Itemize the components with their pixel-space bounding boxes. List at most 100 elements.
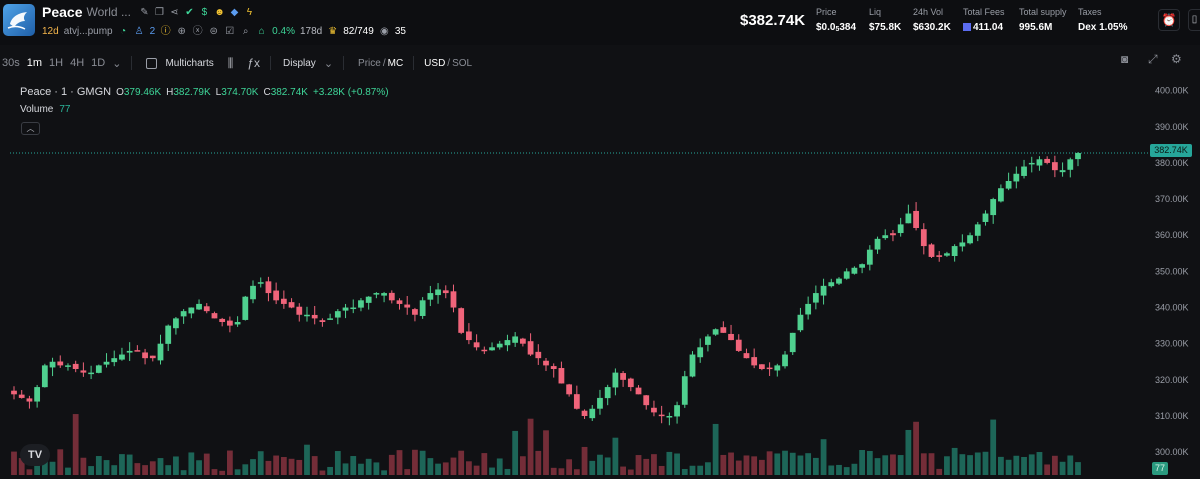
- holders-count: 2: [149, 25, 156, 37]
- stat-liquidity-value: $75.8K: [869, 22, 902, 33]
- volume-bar: [1059, 461, 1066, 475]
- top10-percent: 0.4%: [272, 25, 295, 37]
- candle-body: [95, 365, 102, 373]
- contract-address[interactable]: atvj...pump: [63, 25, 113, 37]
- candle-body: [435, 289, 441, 296]
- volume-bar: [890, 454, 896, 475]
- volume-bar: [774, 453, 781, 475]
- settings-icon[interactable]: ⚙: [1171, 52, 1182, 66]
- candle-body: [743, 353, 750, 359]
- expand-panel-icon[interactable]: ▯: [1188, 9, 1200, 31]
- candle-body: [327, 318, 334, 320]
- volume-bar: [396, 450, 403, 475]
- volume-bar: [504, 468, 511, 475]
- volume-bar: [26, 469, 33, 475]
- display-dropdown-icon[interactable]: ⌄: [323, 57, 334, 70]
- candle-body: [558, 368, 565, 384]
- candle-body: [751, 357, 758, 366]
- volume-bar: [782, 450, 788, 475]
- volume-bar: [165, 465, 172, 475]
- usd-toggle[interactable]: USD: [424, 57, 446, 69]
- telegram-icon[interactable]: ⊜: [209, 25, 218, 37]
- volume-bar: [959, 454, 966, 475]
- volume-bar: [203, 453, 210, 475]
- watchers-count: 35: [394, 25, 406, 37]
- candle-body: [1021, 166, 1027, 176]
- volume-bar: [874, 458, 881, 475]
- candle-body: [635, 387, 642, 395]
- mc-toggle[interactable]: MC: [387, 57, 404, 69]
- candle-body: [658, 414, 665, 417]
- interval-4h[interactable]: 4H: [70, 57, 85, 69]
- token-logo[interactable]: [3, 4, 35, 36]
- candle-body: [396, 300, 403, 304]
- candle-body: [550, 366, 557, 369]
- volume-bar: [435, 463, 441, 475]
- twitter-icon[interactable]: ⓧ: [192, 25, 203, 37]
- stat-price: Price $0.05384: [816, 7, 856, 33]
- copy-icon[interactable]: ❐: [154, 6, 164, 18]
- volume-legend: Volume 77: [20, 104, 70, 115]
- candle-body: [466, 331, 472, 341]
- sol-toggle[interactable]: SOL: [452, 57, 473, 69]
- kol-count: 82/749: [343, 25, 374, 37]
- interval-1m[interactable]: 1m: [26, 57, 43, 69]
- tradingview-logo[interactable]: TV: [20, 444, 50, 466]
- alert-icon: ⓘ: [160, 25, 171, 37]
- interval-1h[interactable]: 1H: [49, 57, 64, 69]
- volume-bar: [481, 453, 488, 475]
- interval-1d[interactable]: 1D: [91, 57, 106, 69]
- candle-body: [57, 361, 64, 366]
- volume-bar: [913, 421, 919, 475]
- volume-bar: [512, 430, 519, 475]
- candle-body: [1044, 158, 1051, 163]
- alarm-icon[interactable]: ⏰: [1158, 9, 1180, 31]
- y-axis-tick-label: 380.00K: [1155, 158, 1189, 168]
- volume-bar: [527, 418, 534, 475]
- interval-dropdown-icon[interactable]: ⌄: [112, 57, 122, 70]
- legend-high: H382.79K: [166, 86, 211, 98]
- candle-body: [373, 293, 380, 295]
- indicators-icon[interactable]: ƒx: [247, 56, 261, 70]
- edit-icon[interactable]: ✎: [140, 6, 149, 18]
- ohlc-legend: Peace · 1 · GMGN O379.46K H382.79K L374.…: [20, 86, 389, 98]
- volume-bar: [350, 456, 357, 475]
- display-button[interactable]: Display: [283, 57, 316, 69]
- camera-icon[interactable]: ◙: [1121, 52, 1129, 66]
- candle-body: [882, 235, 889, 239]
- volume-bar: [234, 469, 241, 475]
- interval-30s[interactable]: 30s: [2, 57, 20, 69]
- volume-bar: [681, 468, 688, 475]
- candle-body: [566, 384, 573, 395]
- volume-bar: [311, 456, 318, 475]
- stat-total-fees-value: 411.04: [963, 22, 1005, 33]
- volume-bar: [558, 468, 565, 475]
- volume-bar: [843, 467, 850, 475]
- token-age: 12d: [42, 25, 59, 37]
- candle-body: [149, 355, 156, 359]
- candle-type-icon[interactable]: ⫼: [227, 55, 234, 70]
- candle-body: [203, 306, 210, 312]
- collapse-legend-button[interactable]: ︿: [21, 122, 40, 135]
- multicharts-checkbox[interactable]: [146, 57, 158, 69]
- search-icon[interactable]: ⌕: [242, 25, 249, 37]
- candle-body: [735, 339, 742, 351]
- globe-icon[interactable]: ⊕: [177, 25, 186, 37]
- candle-body: [188, 307, 195, 314]
- document-icon[interactable]: ☑: [225, 25, 235, 37]
- candle-body: [111, 358, 118, 363]
- candle-body: [350, 307, 357, 310]
- volume-bar: [805, 453, 812, 475]
- toolbar-divider: [131, 56, 133, 70]
- y-axis-tick-label: 390.00K: [1155, 122, 1189, 132]
- volume-bar: [496, 458, 503, 475]
- candle-body: [797, 314, 804, 331]
- fullscreen-icon[interactable]: ⤢: [1148, 52, 1158, 66]
- volume-bar: [466, 461, 472, 475]
- share-icon[interactable]: ⋖: [170, 6, 179, 18]
- volume-bar: [758, 459, 765, 475]
- price-toggle[interactable]: Price: [358, 57, 381, 69]
- candle-body: [527, 341, 534, 355]
- legend-open: O379.46K: [116, 86, 162, 98]
